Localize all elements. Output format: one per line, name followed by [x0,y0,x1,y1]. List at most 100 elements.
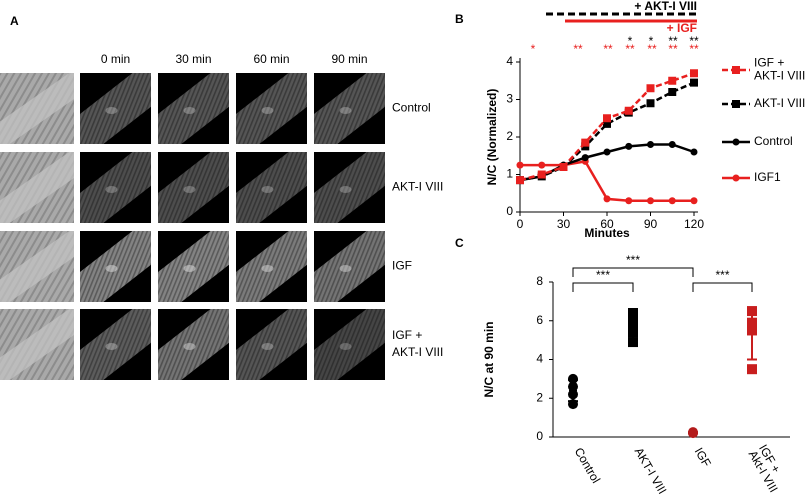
significance-label: *** [596,268,610,282]
significance-label: ** [689,34,699,48]
point [603,114,611,123]
nucleus [105,186,118,193]
fluorescence-image [236,73,307,144]
y-tick-label: 4 [536,352,543,366]
column-header: 30 min [175,52,211,66]
y-tick-label: 4 [506,54,513,68]
y-axis-label: N/C (Normalized) [485,89,499,186]
significance-label: *** [626,253,640,267]
point [628,308,638,318]
point [646,84,655,93]
legend-label: Control [754,134,793,148]
y-tick-label: 2 [536,390,543,404]
nucleus [339,186,352,193]
significance-label: ** [573,42,583,56]
fiber [158,73,229,144]
fiber [236,73,307,144]
point [690,69,698,78]
legend-marker [732,174,740,182]
significance-label: ** [668,42,678,56]
significance-label: ** [647,42,657,56]
legend-label: IGF + AKT-I VIII [754,56,805,83]
point [668,88,677,96]
fluorescence-image [314,309,385,380]
point [688,428,698,439]
fluorescence-image [158,309,229,380]
brightfield-image [0,152,74,223]
y-axis-label: N/C at 90 min [482,321,496,397]
nucleus [261,265,274,272]
cell-band [0,73,74,144]
fiber [236,231,307,302]
x-tick-label: 30 [557,217,571,231]
fiber [314,231,385,302]
point [747,364,757,375]
x-tick-label: 120 [684,217,704,231]
nucleus [183,343,196,350]
column-header: 0 min [101,52,130,66]
panel-label: C [455,236,464,250]
point [581,138,590,147]
nucleus [105,107,118,114]
fluorescence-image [158,73,229,144]
nucleus [261,107,274,114]
significance-label: * [628,34,633,48]
nucleus [105,265,118,272]
fluorescence-image [314,152,385,223]
y-tick-label: 3 [506,92,513,106]
point [647,141,654,148]
row-label: IGF [392,259,412,273]
panel-a: A 0 min 30 min 60 min 90 min Control AKT-I VII… [0,14,443,380]
y-tick-label: 6 [536,313,543,327]
x-tick-label: Control [572,445,603,486]
point [668,141,676,148]
point [690,197,698,205]
point [747,325,757,336]
point [568,399,578,410]
fluorescence-image [80,231,151,302]
cell-band [0,231,74,302]
row-label: IGF + AKT-I VIII [392,328,443,359]
x-tick-label: AKT-I VIII [632,445,670,496]
significance-bracket [692,282,753,292]
significance-label: ** [603,42,613,56]
fiber [80,73,151,144]
nucleus [261,186,274,193]
y-tick-label: 8 [536,274,543,288]
point [516,176,524,185]
cell-band [0,152,74,223]
fluorescence-image [236,231,307,302]
fiber [80,309,151,380]
series-line [520,159,694,202]
x-tick-label: IGF + Akt-I VIII [745,442,791,495]
y-tick-label: 1 [506,167,513,181]
point [646,99,655,108]
point [668,76,677,85]
fluorescence-image [158,231,229,302]
fluorescence-image [80,309,151,380]
treatment-label: + IGF [667,21,697,35]
point [747,306,757,317]
nucleus [339,107,352,114]
significance-label: * [531,42,536,56]
row-label: Control [392,101,431,115]
x-tick-label: 60 [600,217,614,231]
x-tick-label: 90 [644,217,658,231]
point [603,119,611,128]
panel-label: B [455,12,464,26]
significance-label: * [649,34,654,48]
nucleus [183,186,196,193]
point [516,161,524,169]
x-axis-label: Minutes [584,226,630,240]
significance-label: ** [668,34,678,48]
column-header: 60 min [253,52,289,66]
point [625,197,633,205]
legend-label: IGF1 [754,170,781,184]
column-header: 90 min [331,52,367,66]
fiber [314,73,385,144]
legend-marker [732,138,740,146]
y-tick-label: 2 [506,129,513,143]
significance-bracket [572,267,694,277]
cell-band [0,309,74,380]
